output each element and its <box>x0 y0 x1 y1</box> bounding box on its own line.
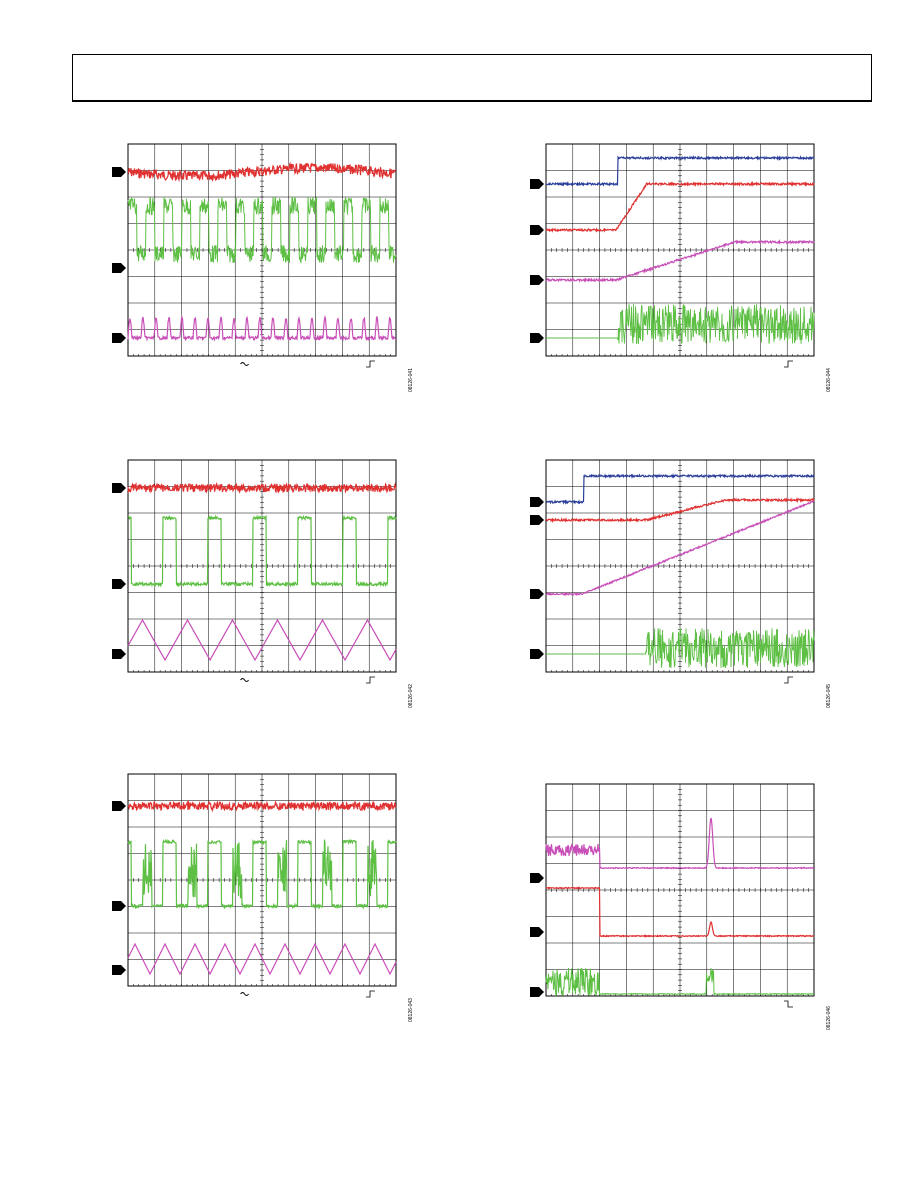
trace-ch1 <box>545 472 815 505</box>
oscilloscope-figure-5 <box>530 456 818 692</box>
figure-id-2: 08126-042 <box>408 684 414 708</box>
trace-ch2 <box>127 196 397 264</box>
trace-ch3 <box>545 500 815 597</box>
figure-id-1: 08126-041 <box>408 368 414 392</box>
channel-marker-icon <box>530 225 544 235</box>
channel-marker-icon <box>112 579 126 589</box>
trace-ch1 <box>127 799 397 813</box>
trace-ch2 <box>127 514 397 588</box>
channel-marker-icon <box>530 333 544 343</box>
scope-screen <box>112 143 397 368</box>
channel-marker-icon <box>530 649 544 659</box>
channel-marker-icon <box>530 987 544 997</box>
trace-ch3 <box>127 942 397 976</box>
trace-ch1 <box>127 481 397 494</box>
trigger-slope-icon <box>784 676 793 684</box>
figure-id-3: 08126-043 <box>408 998 414 1022</box>
trace-ch2 <box>545 180 815 233</box>
coupling-icon <box>240 678 249 682</box>
trigger-slope-icon <box>784 360 793 368</box>
channel-marker-icon <box>530 927 544 937</box>
channel-marker-icon <box>112 483 126 493</box>
figure-id-5: 08126-045 <box>826 684 832 708</box>
oscilloscope-figure-6 <box>530 780 818 1016</box>
trace-ch4 <box>546 628 815 669</box>
figure-id-6: 08126-046 <box>826 1006 832 1030</box>
page-header-box <box>72 54 872 102</box>
scope-screen <box>530 459 815 684</box>
channel-marker-icon <box>530 873 544 883</box>
scope-screen <box>112 459 397 684</box>
trace-ch4 <box>546 303 815 345</box>
channel-marker-icon <box>530 179 544 189</box>
channel-marker-icon <box>112 901 126 911</box>
channel-marker-icon <box>112 965 126 975</box>
oscilloscope-figure-2 <box>112 456 400 692</box>
trace-ch2 <box>127 838 397 910</box>
channel-marker-icon <box>112 167 126 177</box>
scope-screen <box>530 143 815 368</box>
trace-ch3 <box>127 618 397 662</box>
channel-marker-icon <box>530 275 544 285</box>
trace-ch2 <box>545 496 815 524</box>
trace-ch1 <box>545 817 815 870</box>
trace-ch3 <box>127 314 397 342</box>
trace-ch3 <box>545 238 815 284</box>
oscilloscope-figure-4 <box>530 140 818 376</box>
channel-marker-icon <box>112 333 126 343</box>
trigger-slope-icon <box>366 360 375 368</box>
trace-ch1 <box>545 155 815 187</box>
channel-marker-icon <box>112 263 126 273</box>
trace-ch3 <box>545 967 815 997</box>
channel-marker-icon <box>112 649 126 659</box>
trace-ch2 <box>545 886 815 938</box>
trigger-slope-icon <box>366 990 375 998</box>
trigger-slope-icon <box>366 676 375 684</box>
trace-ch1 <box>127 161 397 183</box>
coupling-icon <box>240 992 249 996</box>
trigger-slope-icon <box>784 1000 793 1008</box>
channel-marker-icon <box>530 497 544 507</box>
oscilloscope-figure-1 <box>112 140 400 376</box>
oscilloscope-figure-3 <box>112 770 400 1006</box>
channel-marker-icon <box>530 515 544 525</box>
channel-marker-icon <box>112 801 126 811</box>
figure-id-4: 08126-044 <box>826 368 832 392</box>
channel-marker-icon <box>530 589 544 599</box>
coupling-icon <box>240 362 249 366</box>
scope-screen <box>530 783 815 1008</box>
scope-screen <box>112 773 397 998</box>
